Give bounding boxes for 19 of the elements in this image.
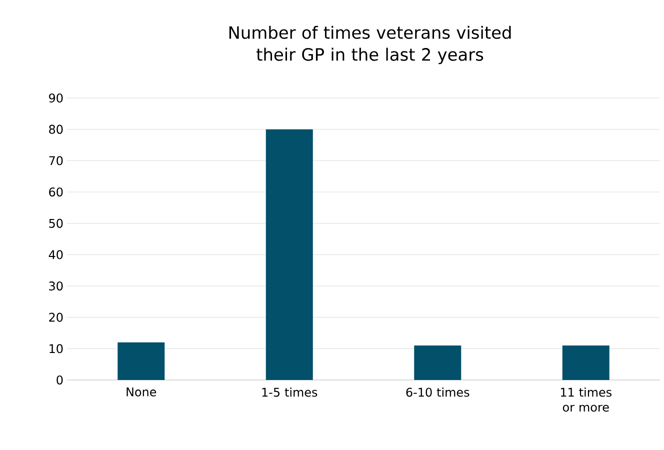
y-tick-label: 10 bbox=[50, 344, 63, 354]
y-tick-label: 20 bbox=[49, 312, 63, 322]
bar bbox=[118, 342, 165, 380]
x-tick-label: 6-10 times bbox=[406, 388, 470, 397]
y-tick-label: 90 bbox=[49, 93, 63, 103]
chart-title: Number of times veterans visited their GP in the last 2 years bbox=[229, 26, 511, 64]
y-tick-label: 40 bbox=[48, 250, 63, 260]
bar bbox=[414, 346, 462, 380]
y-tick-label: 50 bbox=[49, 218, 63, 228]
y-tick-label: 80 bbox=[49, 124, 63, 134]
bar bbox=[266, 129, 313, 380]
x-tick-label: None bbox=[126, 388, 156, 396]
y-tick-label: 0 bbox=[56, 375, 63, 385]
y-tick-label: 60 bbox=[49, 187, 63, 197]
bar bbox=[562, 346, 610, 380]
x-tick-label: 11 times or more bbox=[560, 388, 612, 412]
y-tick-label: 70 bbox=[49, 156, 63, 166]
x-tick-label: 1-5 times bbox=[262, 388, 318, 397]
y-tick-label: 30 bbox=[49, 281, 63, 291]
